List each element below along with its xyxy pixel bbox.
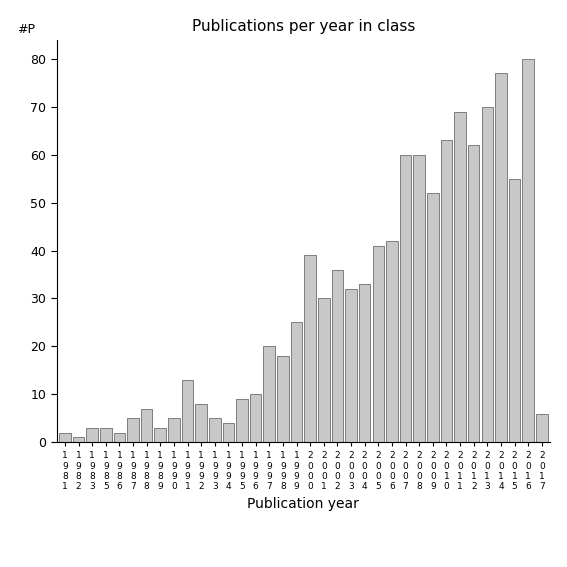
Bar <box>196 404 207 442</box>
Title: Publications per year in class: Publications per year in class <box>192 19 415 35</box>
Bar <box>304 255 316 442</box>
Bar <box>168 418 180 442</box>
Bar <box>73 438 84 442</box>
Bar <box>264 346 275 442</box>
Bar <box>59 433 71 442</box>
Bar <box>154 428 166 442</box>
Bar <box>223 423 234 442</box>
Bar <box>413 155 425 442</box>
Bar <box>522 59 534 442</box>
Bar <box>127 418 139 442</box>
Bar <box>141 409 153 442</box>
X-axis label: Publication year: Publication year <box>247 497 359 511</box>
Bar <box>400 155 411 442</box>
Bar <box>427 193 439 442</box>
Bar <box>100 428 112 442</box>
Bar <box>113 433 125 442</box>
Bar <box>209 418 221 442</box>
Bar <box>332 270 343 442</box>
Bar <box>345 289 357 442</box>
Bar <box>86 428 98 442</box>
Bar <box>386 241 397 442</box>
Bar <box>182 380 193 442</box>
Bar <box>495 73 507 442</box>
Text: #P: #P <box>17 23 35 36</box>
Bar <box>236 399 248 442</box>
Bar <box>373 246 384 442</box>
Bar <box>454 112 466 442</box>
Bar <box>291 323 302 442</box>
Bar <box>468 145 480 442</box>
Bar <box>441 141 452 442</box>
Bar <box>536 413 548 442</box>
Bar <box>359 284 370 442</box>
Bar <box>250 394 261 442</box>
Bar <box>481 107 493 442</box>
Bar <box>509 179 521 442</box>
Bar <box>277 356 289 442</box>
Bar <box>318 298 329 442</box>
